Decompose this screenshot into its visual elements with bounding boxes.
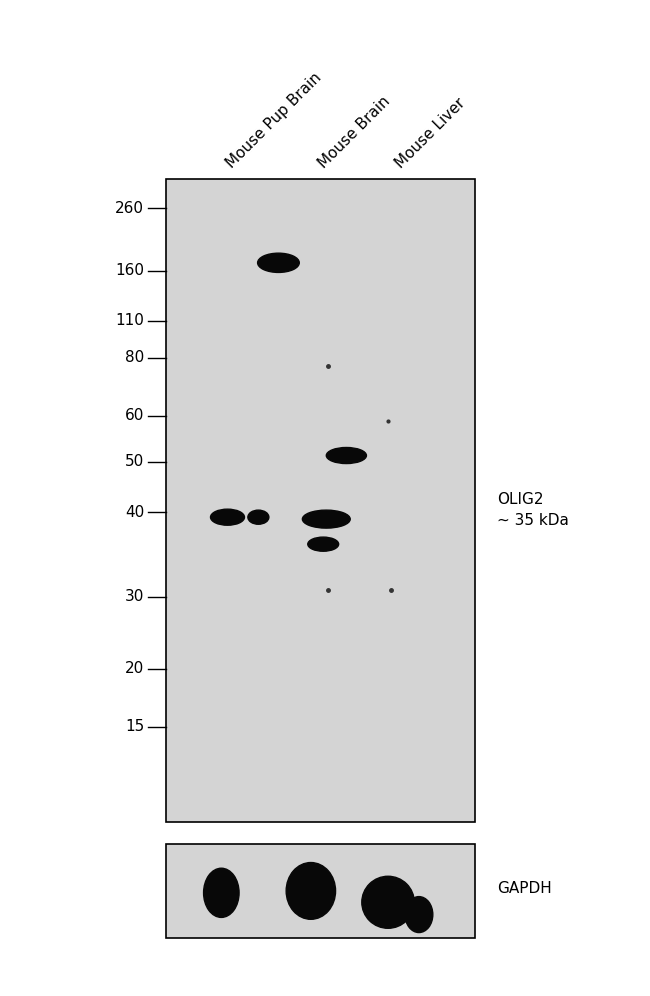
Ellipse shape — [286, 863, 335, 919]
Text: 40: 40 — [125, 505, 144, 520]
Ellipse shape — [203, 869, 239, 917]
Text: 60: 60 — [125, 408, 144, 423]
Text: Mouse Brain: Mouse Brain — [316, 94, 393, 171]
Text: 260: 260 — [115, 200, 144, 216]
Text: Mouse Pup Brain: Mouse Pup Brain — [223, 71, 324, 171]
Text: 30: 30 — [125, 590, 144, 605]
Text: OLIG2: OLIG2 — [497, 492, 544, 507]
Text: 80: 80 — [125, 351, 144, 366]
Text: GAPDH: GAPDH — [497, 880, 552, 896]
Ellipse shape — [211, 509, 244, 525]
Text: ~ 35 kDa: ~ 35 kDa — [497, 513, 569, 528]
FancyBboxPatch shape — [166, 844, 474, 938]
Ellipse shape — [308, 537, 339, 551]
Text: 15: 15 — [125, 719, 144, 734]
FancyBboxPatch shape — [166, 179, 474, 822]
Text: Mouse Liver: Mouse Liver — [393, 96, 469, 171]
Ellipse shape — [405, 896, 433, 932]
Ellipse shape — [362, 876, 414, 928]
Ellipse shape — [257, 253, 299, 273]
Ellipse shape — [326, 447, 367, 463]
Text: 110: 110 — [116, 313, 144, 328]
Text: 160: 160 — [115, 263, 144, 278]
Text: 20: 20 — [125, 661, 144, 676]
Ellipse shape — [302, 510, 350, 528]
Ellipse shape — [248, 510, 269, 524]
Text: 50: 50 — [125, 454, 144, 469]
